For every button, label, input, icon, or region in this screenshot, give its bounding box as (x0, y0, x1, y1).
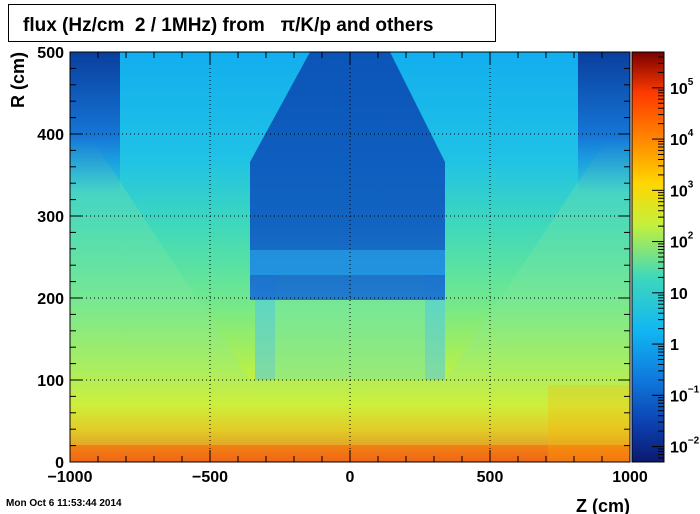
title-box: flux (Hz/cm 2 / 1MHz) from π/K/p and oth… (8, 4, 496, 42)
y-tick-label: 0 (55, 455, 64, 472)
colorbar-label: 10−2 (670, 436, 700, 457)
y-axis-ticks: 0 100 200 300 400 500 (37, 45, 630, 472)
x-tick-label: −1000 (48, 469, 93, 486)
y-tick-label: 400 (37, 127, 64, 144)
colorbar-labels: 10−2 10−1 1 10 102 103 104 105 (670, 77, 700, 457)
colorbar-label: 102 (670, 231, 694, 252)
x-tick-label: 1000 (612, 469, 648, 486)
x-axis-ticks: −1000 −500 0 500 1000 (48, 52, 648, 486)
chart-title: flux (Hz/cm 2 / 1MHz) from π/K/p and oth… (23, 15, 434, 36)
colorbar-ticks (652, 51, 664, 463)
y-tick-label: 200 (37, 291, 64, 308)
colorbar-label: 10 (670, 286, 688, 303)
x-axis-title: Z (cm) (576, 496, 630, 514)
grid-lines (70, 52, 630, 462)
y-tick-label: 500 (37, 45, 64, 62)
y-tick-label: 300 (37, 209, 64, 226)
colorbar-label: 1 (670, 337, 679, 354)
colorbar-label: 103 (670, 179, 694, 200)
flux-corner-right (578, 52, 630, 192)
y-axis-title: R (cm) (8, 52, 28, 108)
timestamp: Mon Oct 6 11:53:44 2014 (6, 498, 122, 509)
colorbar-label: 10−1 (670, 384, 700, 405)
x-tick-label: 500 (477, 469, 504, 486)
flux-corner-left (70, 52, 120, 192)
flux-dome-edge (250, 250, 445, 275)
flux-dome-low (250, 52, 445, 300)
y-tick-label: 100 (37, 373, 64, 390)
x-tick-label: 0 (346, 469, 355, 486)
colorbar-label: 104 (670, 128, 694, 149)
flux-hot-spot (548, 385, 630, 462)
colorbar-label: 105 (670, 77, 694, 98)
x-tick-label: −500 (192, 469, 228, 486)
